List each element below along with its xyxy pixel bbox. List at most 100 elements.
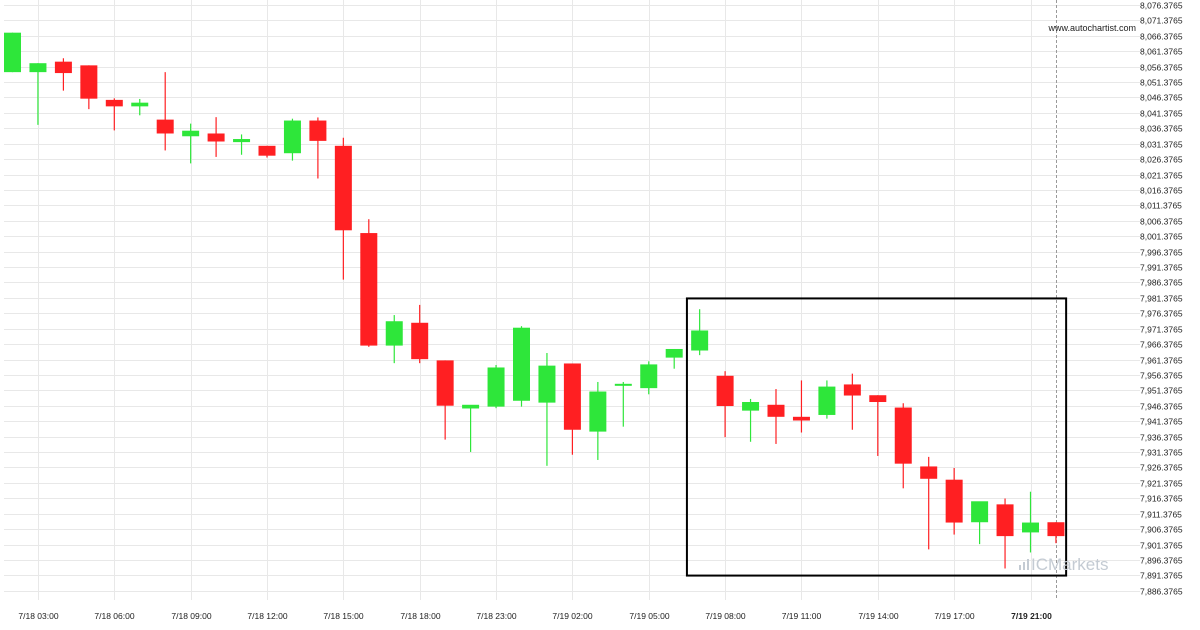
candle-body xyxy=(614,383,632,386)
x-axis: 7/18 03:00 7/18 06:00 7/18 09:00 7/18 12:00… xyxy=(18,611,1052,621)
logo-bar-1 xyxy=(1019,565,1021,570)
y-tick-label: 8,071.3765 xyxy=(1140,16,1183,26)
candle-bullish xyxy=(538,352,556,466)
y-tick-label: 7,961.3765 xyxy=(1140,356,1183,366)
y-tick-label: 8,016.3765 xyxy=(1140,186,1183,196)
x-tick-label: 7/19 14:00 xyxy=(858,611,898,621)
candle-body xyxy=(29,63,47,73)
y-tick-label: 8,031.3765 xyxy=(1140,140,1183,150)
y-tick-label: 8,041.3765 xyxy=(1140,109,1183,119)
candle-bearish xyxy=(258,145,276,158)
candle-bearish xyxy=(334,137,352,280)
candle-body xyxy=(691,330,709,351)
y-tick-label: 8,076.3765 xyxy=(1140,1,1183,11)
candle-body xyxy=(716,375,734,407)
x-tick-label: 7/18 18:00 xyxy=(400,611,440,621)
logo-bar-3 xyxy=(1027,559,1029,570)
y-tick-label: 7,946.3765 xyxy=(1140,402,1183,412)
y-tick-label: 7,981.3765 xyxy=(1140,294,1183,304)
candle-bullish xyxy=(742,398,760,442)
x-tick-label: 7/18 23:00 xyxy=(476,611,516,621)
logo-bar-2 xyxy=(1023,562,1025,570)
candle-bearish xyxy=(156,72,174,151)
candle-bullish xyxy=(131,98,149,116)
candle-bearish xyxy=(996,498,1014,569)
candle-bullish xyxy=(818,380,836,419)
candle-body xyxy=(767,404,785,417)
y-tick-label: 7,971.3765 xyxy=(1140,325,1183,335)
candle-bearish xyxy=(563,363,581,455)
y-tick-label: 7,986.3765 xyxy=(1140,278,1183,288)
y-axis: 8,076.3765 8,071.3765 8,066.3765 8,061.3765… xyxy=(1140,1,1183,597)
source-label: www.autochartist.com xyxy=(1047,23,1136,33)
y-tick-label: 7,951.3765 xyxy=(1140,386,1183,396)
candle-bearish xyxy=(54,58,72,91)
candle-body xyxy=(283,120,301,154)
x-tick-label: 7/18 12:00 xyxy=(247,611,287,621)
candle-bearish xyxy=(436,360,454,440)
x-tick-label: 7/19 11:00 xyxy=(782,611,822,621)
candle-bearish xyxy=(894,403,912,489)
y-tick-label: 8,001.3765 xyxy=(1140,232,1183,242)
candle-body xyxy=(360,233,378,346)
candle-body xyxy=(4,32,21,73)
x-tick-label: 7/19 21:00 xyxy=(1011,611,1052,621)
candle-body xyxy=(131,102,149,107)
candle-bullish xyxy=(4,32,21,73)
candle-bullish xyxy=(589,381,607,460)
candle-bullish xyxy=(487,365,505,409)
y-tick-label: 7,901.3765 xyxy=(1140,541,1183,551)
pattern-box xyxy=(685,297,1068,577)
candle-body xyxy=(589,391,607,432)
candle-body xyxy=(233,139,251,143)
candle-body xyxy=(207,133,225,142)
y-tick-label: 7,941.3765 xyxy=(1140,417,1183,427)
candle-bearish xyxy=(920,456,938,550)
candle-body xyxy=(80,65,98,99)
candle-body xyxy=(385,321,403,346)
candle-bearish xyxy=(792,380,810,433)
candle-bullish xyxy=(513,326,530,407)
y-tick-label: 7,976.3765 xyxy=(1140,309,1183,319)
candle-bullish xyxy=(182,123,200,164)
y-tick-label: 7,966.3765 xyxy=(1140,340,1183,350)
candle-body xyxy=(258,145,276,156)
gridlines xyxy=(4,0,1140,600)
x-tick-label: 7/18 15:00 xyxy=(323,611,363,621)
candle-body xyxy=(971,501,989,523)
y-tick-label: 8,066.3765 xyxy=(1140,32,1183,42)
candle-bullish xyxy=(971,501,989,545)
y-tick-label: 8,036.3765 xyxy=(1140,124,1183,134)
candle-body xyxy=(1022,522,1039,533)
candle-body xyxy=(945,479,963,523)
candle-body xyxy=(513,327,530,401)
candle-bearish xyxy=(309,117,327,179)
y-tick-label: 8,006.3765 xyxy=(1140,217,1183,227)
x-tick-label: 7/19 17:00 xyxy=(934,611,974,621)
y-tick-label: 7,916.3765 xyxy=(1140,494,1183,504)
x-tick-label: 7/19 02:00 xyxy=(552,611,592,621)
y-tick-label: 7,996.3765 xyxy=(1140,248,1183,258)
candle-body xyxy=(818,386,836,415)
y-tick-label: 7,956.3765 xyxy=(1140,371,1183,381)
candle-body xyxy=(538,365,556,403)
logo-text: ICMarkets xyxy=(1031,555,1108,574)
y-tick-label: 8,021.3765 xyxy=(1140,171,1183,181)
y-tick-label: 7,886.3765 xyxy=(1140,587,1183,597)
y-tick-label: 7,926.3765 xyxy=(1140,463,1183,473)
candle-bullish xyxy=(665,348,683,369)
candle-body xyxy=(334,145,352,231)
y-tick-label: 7,936.3765 xyxy=(1140,433,1183,443)
x-tick-label: 7/19 05:00 xyxy=(629,611,669,621)
candle-bearish xyxy=(360,219,378,347)
y-tick-label: 7,931.3765 xyxy=(1140,448,1183,458)
candle-body xyxy=(665,348,683,358)
candles xyxy=(4,32,1065,569)
candle-bearish xyxy=(105,98,123,131)
candle-bullish xyxy=(640,361,658,395)
x-tick-label: 7/18 06:00 xyxy=(94,611,134,621)
candle-bullish xyxy=(283,118,301,161)
y-tick-label: 7,896.3765 xyxy=(1140,556,1183,566)
candle-bullish xyxy=(233,134,251,155)
